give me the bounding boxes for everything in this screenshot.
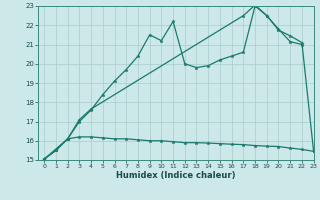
- X-axis label: Humidex (Indice chaleur): Humidex (Indice chaleur): [116, 171, 236, 180]
